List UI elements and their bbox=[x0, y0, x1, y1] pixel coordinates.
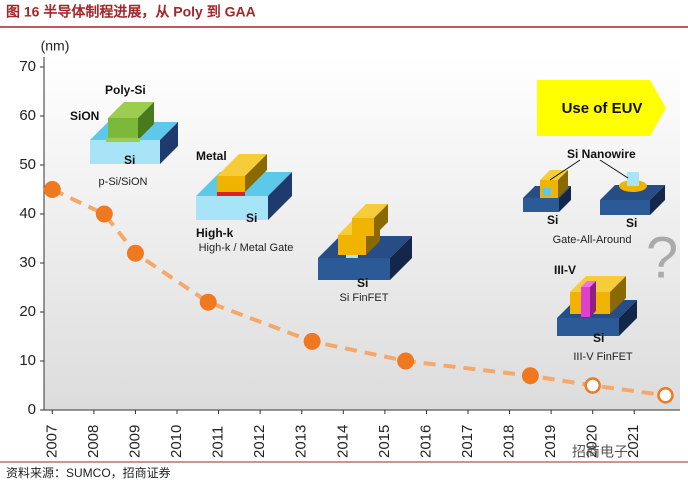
chart: 0 10 20 30 40 50 60 70 2007 2008 2009 2010 2011 2012 2… bbox=[19, 57, 680, 458]
watermark: 招商电子 bbox=[572, 444, 628, 460]
x-tick-label: 2008 bbox=[85, 425, 102, 458]
x-tick-label: 2019 bbox=[542, 425, 559, 458]
block-side bbox=[590, 281, 596, 317]
x-tick-label: 2013 bbox=[293, 425, 310, 458]
y-tick-label: 40 bbox=[19, 205, 36, 222]
block-front bbox=[90, 140, 160, 164]
block-front bbox=[523, 198, 559, 212]
question-mark: ? bbox=[646, 225, 678, 290]
data-point bbox=[126, 244, 144, 262]
block-top bbox=[600, 185, 665, 200]
block-front bbox=[217, 176, 245, 192]
label: Si bbox=[357, 276, 368, 290]
x-tick-label: 2011 bbox=[210, 426, 227, 458]
x-tick-label: 2017 bbox=[459, 425, 476, 458]
block-front bbox=[318, 258, 390, 280]
y-unit: (nm) bbox=[41, 38, 70, 54]
pointer bbox=[599, 159, 629, 179]
label: SiON bbox=[70, 109, 99, 123]
x-tick-label: 2016 bbox=[417, 425, 434, 458]
block-side bbox=[559, 186, 571, 212]
block-top bbox=[352, 204, 388, 218]
illustration-labels: Poly-Si SiON Si p-Si/SiON Metal High-k S… bbox=[70, 83, 678, 363]
block-side bbox=[268, 172, 292, 220]
label: High-k bbox=[196, 226, 234, 240]
block-side bbox=[619, 300, 637, 336]
label: III-V bbox=[554, 263, 576, 277]
block-top bbox=[108, 102, 154, 118]
x-tick-label: 2009 bbox=[126, 425, 143, 458]
data-point bbox=[95, 205, 113, 223]
label: Si bbox=[246, 211, 257, 225]
block-top bbox=[581, 281, 596, 287]
x-tick-label: 2020 bbox=[584, 425, 601, 458]
data-point bbox=[397, 352, 415, 370]
label: Si bbox=[626, 216, 637, 230]
label: Si Nanowire bbox=[567, 147, 636, 161]
pointer bbox=[549, 159, 581, 181]
caption: III-V FinFET bbox=[573, 351, 633, 363]
x-tick-label: 2014 bbox=[334, 425, 351, 458]
data-point bbox=[43, 181, 61, 198]
block-front bbox=[352, 218, 374, 236]
data-point bbox=[303, 332, 321, 350]
oxide bbox=[106, 138, 140, 142]
y-tick-label: 0 bbox=[28, 401, 36, 418]
y-tick-label: 10 bbox=[19, 352, 36, 369]
block-side bbox=[390, 236, 412, 280]
block-front bbox=[600, 200, 650, 215]
data-point bbox=[521, 367, 539, 385]
label: Metal bbox=[196, 149, 227, 163]
euv-label: Use of EUV bbox=[562, 100, 643, 117]
x-tick-label: 2010 bbox=[168, 425, 185, 458]
y-tick-label: 70 bbox=[19, 58, 36, 75]
block-side bbox=[650, 185, 665, 215]
label: Si bbox=[547, 213, 558, 227]
x-tick-label: 2018 bbox=[501, 425, 518, 458]
source: 资料来源：SUMCO，招商证券 bbox=[6, 465, 171, 480]
x-tick-label: 2021 bbox=[625, 425, 642, 458]
title: 图 16 半导体制程进展，从 Poly 到 GAA bbox=[6, 4, 256, 20]
block-side bbox=[245, 154, 267, 192]
block-front bbox=[196, 196, 268, 220]
block-front bbox=[581, 287, 590, 317]
block-front bbox=[338, 235, 366, 255]
block-side bbox=[160, 122, 178, 164]
illustrations bbox=[90, 80, 666, 336]
high-k bbox=[217, 192, 245, 196]
label: Poly-Si bbox=[105, 83, 146, 97]
block-front bbox=[557, 318, 619, 336]
block-front bbox=[108, 118, 138, 140]
x-tick-label: 2012 bbox=[251, 425, 268, 458]
block-side bbox=[374, 204, 388, 236]
caption: Si FinFET bbox=[340, 292, 389, 304]
data-point bbox=[657, 387, 674, 404]
block-top bbox=[217, 154, 267, 176]
label: Si bbox=[124, 153, 135, 167]
x-tick-label: 2007 bbox=[43, 425, 60, 458]
x-tick-label: 2015 bbox=[376, 425, 393, 458]
caption: Gate-All-Around bbox=[553, 234, 632, 246]
caption: p-Si/SiON bbox=[99, 176, 148, 188]
block-side bbox=[558, 170, 568, 198]
data-point bbox=[199, 293, 217, 311]
euv-arrow bbox=[537, 80, 666, 136]
block-side bbox=[138, 102, 154, 140]
caption: High-k / Metal Gate bbox=[199, 242, 294, 254]
y-tick-label: 60 bbox=[19, 107, 36, 124]
y-tick-label: 20 bbox=[19, 303, 36, 320]
y-tick-label: 30 bbox=[19, 254, 36, 271]
y-tick-label: 50 bbox=[19, 156, 36, 173]
wire bbox=[627, 172, 639, 186]
block-side bbox=[610, 276, 626, 314]
nanowire bbox=[543, 188, 551, 196]
label: Si bbox=[593, 331, 604, 345]
data-point bbox=[584, 377, 601, 394]
